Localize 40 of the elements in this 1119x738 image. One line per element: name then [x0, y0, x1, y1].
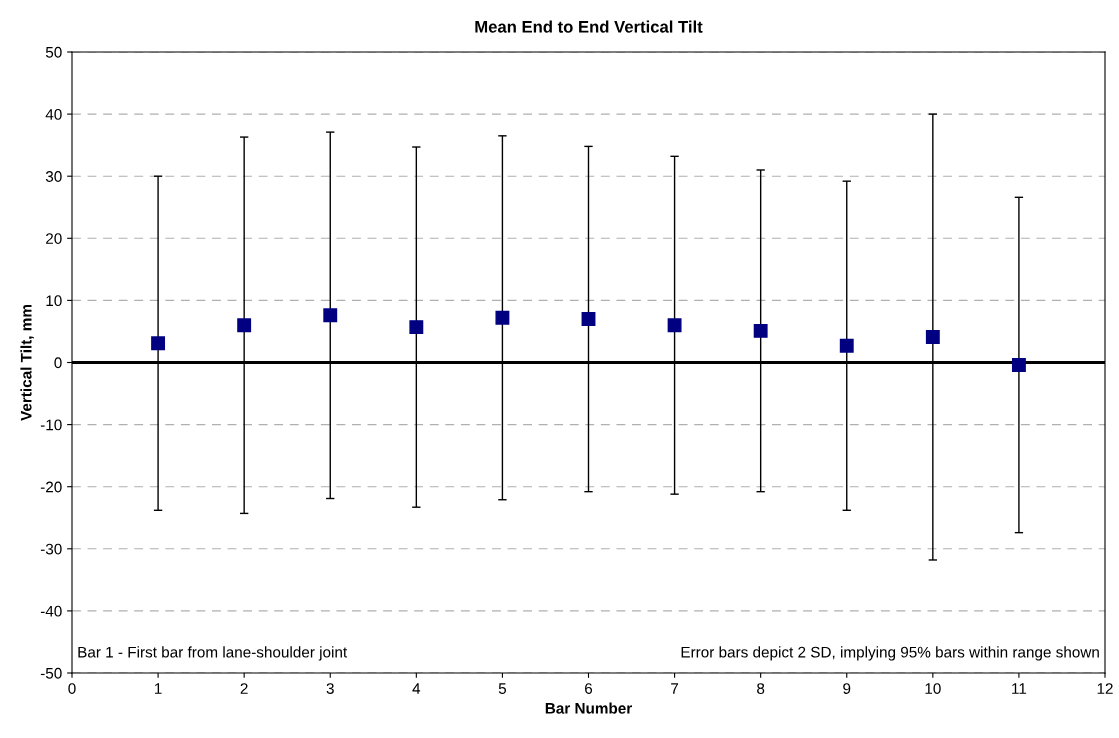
- y-tick-label: -10: [40, 419, 62, 431]
- point: [839, 338, 854, 353]
- y-tick-label: -30: [40, 543, 62, 555]
- x-tick-label: 4: [412, 683, 421, 694]
- point: [237, 318, 252, 333]
- chart-title: Mean End to End Vertical Tilt: [475, 20, 703, 33]
- x-tick-label: 8: [757, 683, 765, 694]
- point: [409, 320, 424, 335]
- point: [667, 318, 682, 333]
- y-tick-label: 50: [45, 46, 62, 58]
- y-tick-label: 10: [46, 295, 62, 307]
- y-axis-title: Vertical Tilt, mm: [20, 304, 34, 421]
- point: [323, 308, 338, 323]
- annotation: Bar 1 - First bar from lane-shoulder joint: [78, 646, 348, 661]
- annotation: Error bars depict 2 SD, implying 95% bars within range shown: [681, 646, 1099, 661]
- point: [581, 312, 596, 326]
- x-tick-label: 3: [326, 683, 334, 694]
- x-tick-label: 2: [240, 683, 248, 694]
- point: [151, 336, 166, 351]
- point: [925, 330, 940, 344]
- x-tick-label: 9: [843, 683, 851, 694]
- y-tick-label: -50: [40, 667, 62, 679]
- y-tick-label: 40: [45, 108, 62, 120]
- point: [495, 310, 510, 325]
- x-tick-label: 1: [155, 683, 162, 694]
- x-tick-label: 0: [68, 683, 76, 694]
- x-tick-label: 11: [1012, 683, 1027, 694]
- x-tick-label: 12: [1097, 683, 1113, 694]
- point: [753, 323, 768, 338]
- y-tick-label: 20: [46, 233, 62, 244]
- y-tick-label: -20: [40, 481, 62, 493]
- x-axis-title: Bar Number: [545, 702, 632, 714]
- y-tick-label: -40: [40, 605, 62, 617]
- x-tick-label: 10: [925, 683, 941, 694]
- y-tick-label: 0: [54, 357, 62, 369]
- x-tick-label: 7: [671, 683, 679, 694]
- point: [1011, 358, 1026, 372]
- x-tick-label: 6: [585, 683, 593, 694]
- x-tick-label: 5: [498, 683, 507, 694]
- y-tick-label: 30: [45, 171, 62, 182]
